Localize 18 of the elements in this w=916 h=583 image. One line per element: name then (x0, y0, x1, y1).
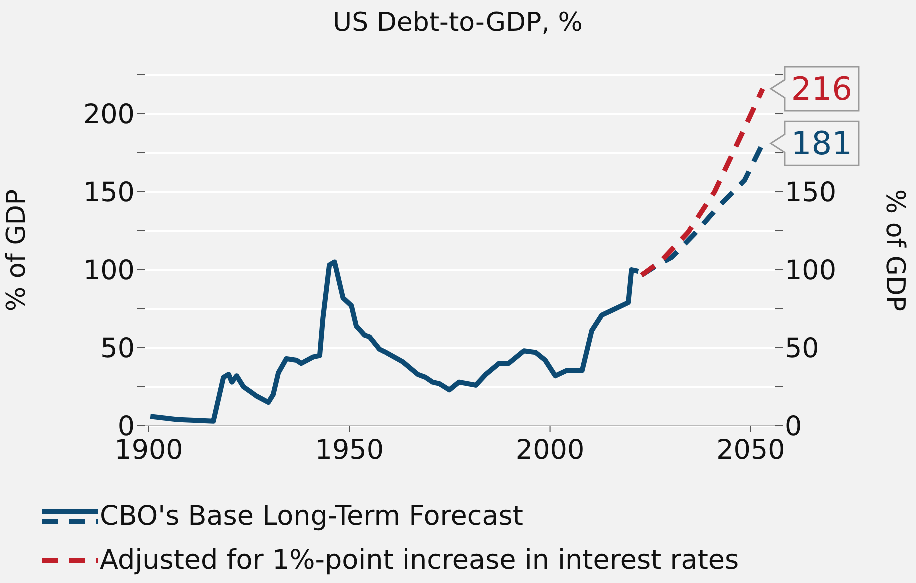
y2-tick-label: 150 (785, 178, 837, 209)
x-tick-label: 1950 (315, 435, 384, 466)
data-label: 216 (791, 70, 852, 108)
data-label: 181 (791, 124, 852, 163)
y-axis-title: % of GDP (2, 189, 32, 312)
y2-tick-label: 0 (785, 412, 802, 443)
y-tick-label: 100 (83, 256, 135, 287)
legend-label: Adjusted for 1%-point increase in interest rates (100, 544, 740, 578)
x-tick-label: 2050 (716, 435, 786, 466)
y2-tick-label: 100 (785, 256, 837, 287)
x-tick-label: 2000 (516, 435, 585, 466)
y2-tick-label: 50 (785, 334, 820, 365)
y-tick-label: 50 (100, 334, 135, 365)
y-tick-label: 150 (83, 178, 135, 209)
y2-axis-title: % of GDP (880, 189, 910, 312)
chart-title: US Debt-to-GDP, % (332, 8, 584, 38)
y-tick-label: 200 (83, 100, 135, 131)
legend-label: CBO's Base Long-Term Forecast (100, 500, 524, 534)
